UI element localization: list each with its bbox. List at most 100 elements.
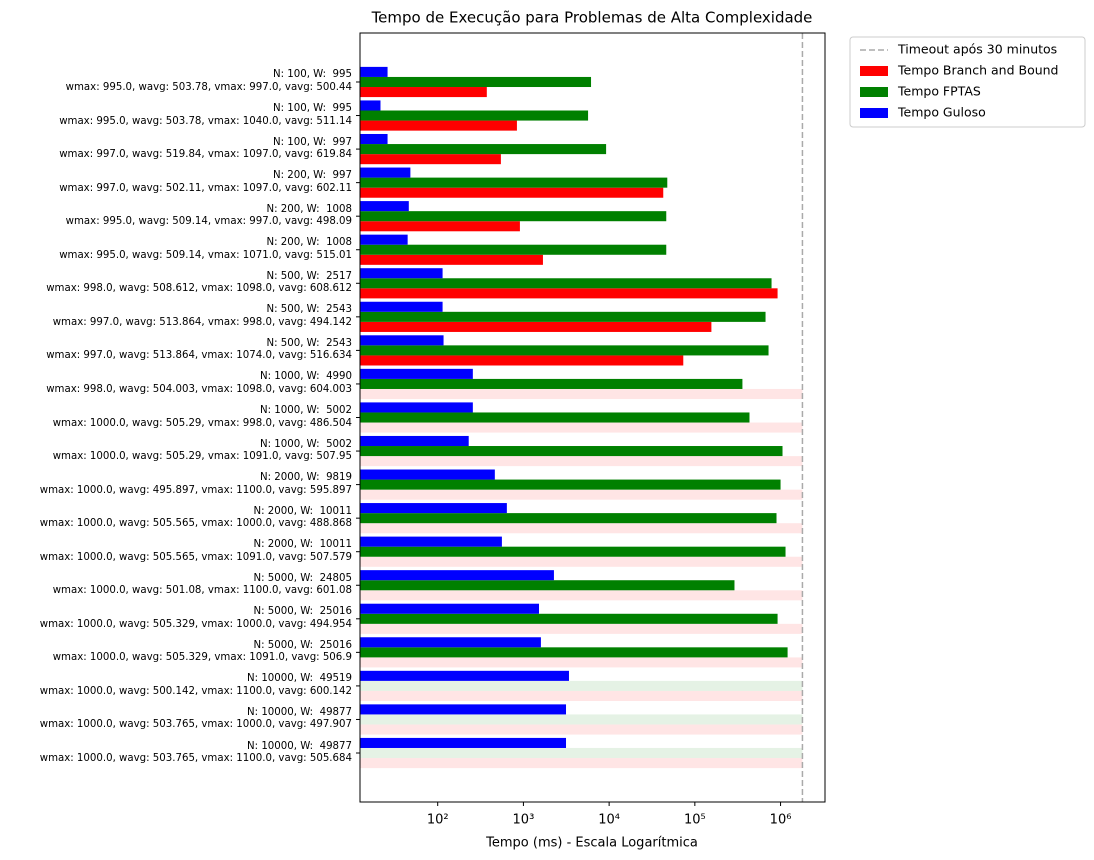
bar (360, 335, 444, 346)
bar (360, 479, 781, 490)
bar (360, 120, 517, 131)
bar (360, 536, 502, 547)
bar (360, 435, 469, 447)
x-tick-label: 10⁵ (684, 813, 706, 828)
x-axis-label: Tempo (ms) - Escala Logarítmica (485, 836, 698, 851)
y-tick-label: N: 10000, W: 49519 wmax: 1000.0, wavg: 5… (39, 673, 352, 697)
y-tick-label: N: 200, W: 1008 wmax: 995.0, wavg: 509.1… (65, 203, 352, 228)
timeout-bar (360, 657, 803, 668)
timeout-bar (360, 388, 803, 400)
y-tick-label: N: 200, W: 1008 wmax: 995.0, wavg: 509.1… (59, 237, 352, 261)
bar (360, 177, 668, 188)
y-tick-label: N: 500, W: 2517 wmax: 998.0, wavg: 508.6… (46, 270, 352, 295)
bar (360, 321, 712, 332)
bar (360, 201, 409, 212)
bar (360, 647, 788, 658)
bar (360, 402, 473, 413)
bar (360, 603, 540, 614)
y-tick-label: N: 1000, W: 5002 wmax: 1000.0, wavg: 505… (52, 405, 352, 429)
legend-swatch (860, 108, 888, 118)
bar (360, 503, 507, 514)
bar (360, 301, 443, 312)
plot-frame (359, 32, 826, 803)
bar (360, 345, 769, 356)
legend-label: Tempo Guloso (897, 105, 986, 120)
y-tick-label: N: 5000, W: 25016 wmax: 1000.0, wavg: 50… (52, 639, 352, 664)
bar (360, 670, 569, 681)
chart-title: Tempo de Execução para Problemas de Alta… (371, 9, 813, 27)
bar (360, 87, 487, 98)
x-tick-label: 10⁶ (770, 813, 792, 828)
timeout-bar (360, 523, 803, 534)
bar (360, 221, 520, 232)
y-tick-label: N: 5000, W: 24805 wmax: 1000.0, wavg: 50… (52, 572, 352, 597)
legend-swatch (860, 87, 888, 97)
timeout-bar (360, 680, 803, 691)
timeout-bar (360, 758, 803, 769)
x-tick-label: 10⁴ (598, 813, 620, 828)
y-tick-label: N: 2000, W: 9819 wmax: 1000.0, wavg: 495… (39, 472, 352, 496)
bar (360, 278, 772, 289)
bar (360, 254, 543, 265)
bar (360, 446, 783, 457)
bar (360, 76, 592, 88)
bar (360, 66, 388, 77)
y-tick-label: N: 100, W: 995 wmax: 995.0, wavg: 503.78… (59, 103, 352, 127)
bar (360, 110, 589, 121)
bar (360, 311, 766, 322)
bar (360, 368, 473, 379)
y-tick-label: N: 200, W: 997 wmax: 997.0, wavg: 502.11… (59, 170, 352, 194)
legend-swatch (860, 66, 888, 76)
bar (360, 234, 408, 245)
bar (360, 187, 664, 198)
x-tick-label: 10³ (513, 813, 535, 828)
bar (360, 613, 778, 624)
y-tick-label: N: 10000, W: 49877 wmax: 1000.0, wavg: 5… (39, 740, 352, 765)
y-tick-label: N: 5000, W: 25016 wmax: 1000.0, wavg: 50… (39, 606, 352, 630)
bar (360, 100, 381, 111)
y-tick-label: N: 2000, W: 10011 wmax: 1000.0, wavg: 50… (39, 505, 352, 530)
legend-label: Tempo Branch and Bound (897, 63, 1059, 78)
timeout-bar (360, 690, 803, 702)
timeout-bar (360, 556, 803, 567)
bar (360, 144, 607, 155)
timeout-bar (360, 747, 803, 759)
bar (360, 704, 567, 715)
timeout-bar (360, 714, 803, 725)
timeout-bar (360, 422, 803, 433)
bar (360, 133, 388, 145)
timeout-bar (360, 456, 803, 467)
y-tick-label: N: 2000, W: 10011 wmax: 1000.0, wavg: 50… (39, 539, 352, 563)
bar (360, 288, 778, 299)
y-tick-label: N: 10000, W: 49877 wmax: 1000.0, wavg: 5… (39, 706, 352, 731)
bar (360, 737, 567, 748)
bar (360, 355, 684, 366)
legend-label: Timeout após 30 minutos (897, 42, 1057, 57)
bar (360, 469, 495, 480)
timeout-bar (360, 590, 803, 601)
bar (360, 167, 411, 178)
bar (360, 570, 554, 581)
x-tick-label: 10² (427, 813, 449, 828)
y-tick-label: N: 1000, W: 4990 wmax: 998.0, wavg: 504.… (46, 371, 352, 395)
bar (360, 412, 750, 423)
timeout-bar (360, 623, 803, 634)
bar (360, 211, 667, 222)
bar (360, 154, 501, 165)
bar (360, 580, 735, 591)
legend-box (849, 36, 1086, 128)
bar (360, 513, 777, 524)
bar (360, 268, 443, 279)
bar (360, 244, 667, 255)
y-tick-label: N: 500, W: 2543 wmax: 997.0, wavg: 513.8… (46, 337, 352, 362)
bar (360, 637, 541, 648)
y-tick-label: N: 1000, W: 5002 wmax: 1000.0, wavg: 505… (52, 438, 352, 463)
timeout-bar (360, 489, 803, 500)
y-tick-label: N: 500, W: 2543 wmax: 997.0, wavg: 513.8… (52, 304, 352, 328)
bar (360, 546, 786, 557)
legend-label: Tempo FPTAS (897, 84, 981, 99)
bar (360, 378, 743, 389)
y-tick-label: N: 100, W: 995 wmax: 995.0, wavg: 503.78… (65, 69, 352, 93)
